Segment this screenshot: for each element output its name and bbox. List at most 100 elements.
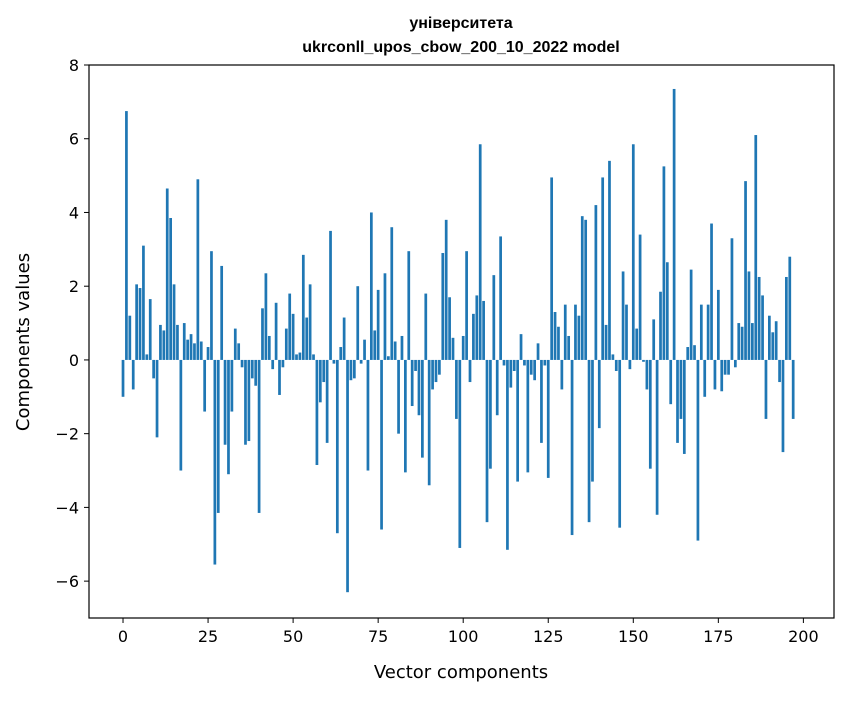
bar-43 — [267, 335, 271, 360]
bar-160 — [665, 262, 669, 360]
bar-69 — [356, 286, 360, 360]
bar-142 — [604, 324, 608, 360]
bar-15 — [172, 284, 176, 360]
bar-194 — [781, 359, 785, 453]
bar-110 — [495, 359, 499, 416]
bar-136 — [584, 219, 588, 360]
bar-7 — [145, 354, 149, 360]
bar-22 — [196, 179, 200, 360]
bar-172 — [706, 304, 710, 360]
bar-62 — [332, 359, 336, 364]
bar-39 — [254, 359, 258, 386]
bar-143 — [608, 160, 611, 360]
bar-135 — [580, 216, 584, 360]
bar-109 — [492, 275, 496, 360]
bar-88 — [421, 359, 424, 458]
bar-70 — [359, 359, 363, 364]
bar-138 — [591, 359, 594, 482]
bar-20 — [189, 334, 193, 360]
bar-130 — [563, 304, 567, 360]
y-axis-label: Components values — [13, 253, 34, 431]
bar-107 — [485, 359, 489, 523]
bar-24 — [203, 359, 207, 412]
bar-30 — [223, 359, 227, 445]
bar-25 — [206, 347, 210, 360]
bar-9 — [152, 359, 155, 379]
bar-122 — [536, 343, 540, 360]
bar-116 — [516, 359, 519, 482]
bar-134 — [577, 315, 581, 360]
bar-124 — [543, 359, 547, 366]
bar-150 — [631, 144, 635, 360]
bar-192 — [774, 321, 778, 360]
bar-45 — [274, 302, 278, 360]
bar-100 — [461, 335, 465, 360]
bar-193 — [778, 359, 781, 383]
bar-14 — [169, 217, 173, 360]
bar-81 — [397, 359, 400, 434]
bar-157 — [655, 359, 659, 515]
bar-55 — [308, 284, 312, 360]
bar-60 — [325, 359, 329, 443]
bar-168 — [693, 345, 696, 360]
bar-164 — [679, 359, 683, 419]
bar-197 — [791, 359, 795, 419]
bar-108 — [489, 359, 492, 469]
bar-131 — [567, 335, 571, 360]
bar-167 — [689, 269, 693, 360]
bar-17 — [179, 359, 183, 471]
bar-182 — [740, 326, 744, 360]
x-tick-label: 100 — [448, 627, 479, 646]
bar-179 — [730, 238, 734, 360]
y-tick-label: −4 — [55, 498, 79, 517]
bar-33 — [233, 328, 237, 360]
bar-26 — [210, 251, 213, 360]
bar-196 — [788, 256, 792, 360]
bar-82 — [400, 335, 404, 360]
bar-67 — [349, 359, 353, 381]
x-tick-label: 50 — [283, 627, 303, 646]
bar-94 — [441, 253, 445, 360]
bar-156 — [652, 319, 656, 360]
x-axis-label: Vector components — [374, 662, 548, 683]
bar-76 — [380, 359, 383, 530]
bar-56 — [312, 354, 315, 360]
bar-114 — [509, 359, 513, 388]
bar-186 — [754, 135, 758, 360]
bar-87 — [417, 359, 421, 416]
bar-6 — [142, 245, 145, 360]
bar-32 — [230, 359, 234, 412]
chart-title-line-2: ukrconll_upos_cbow_200_10_2022 model — [302, 39, 619, 56]
bar-106 — [482, 300, 485, 360]
bar-187 — [757, 276, 761, 360]
bar-133 — [574, 304, 577, 360]
bar-36 — [244, 359, 247, 445]
bar-165 — [682, 359, 686, 454]
bar-89 — [424, 293, 428, 360]
bar-159 — [662, 166, 666, 360]
bar-40 — [257, 359, 261, 513]
y-axis-ticks: −6 −4 −2 0 2 4 6 8 — [55, 56, 89, 591]
bar-27 — [213, 359, 217, 565]
bar-183 — [744, 181, 747, 360]
bar-58 — [318, 359, 322, 403]
bar-101 — [465, 251, 468, 360]
bar-8 — [148, 299, 152, 360]
bar-175 — [716, 289, 720, 360]
bar-72 — [366, 359, 370, 471]
y-tick-label: 8 — [69, 56, 79, 75]
bar-0 — [121, 359, 125, 397]
bar-16 — [176, 324, 179, 360]
bar-44 — [271, 359, 275, 370]
bar-51 — [295, 354, 298, 360]
bar-12 — [162, 330, 166, 360]
bar-163 — [676, 359, 679, 443]
bar-28 — [216, 359, 220, 513]
bar-111 — [499, 236, 502, 360]
bar-11 — [159, 324, 162, 360]
bar-77 — [383, 273, 387, 360]
x-tick-label: 125 — [533, 627, 564, 646]
bar-37 — [247, 359, 251, 442]
x-tick-label: 150 — [618, 627, 649, 646]
